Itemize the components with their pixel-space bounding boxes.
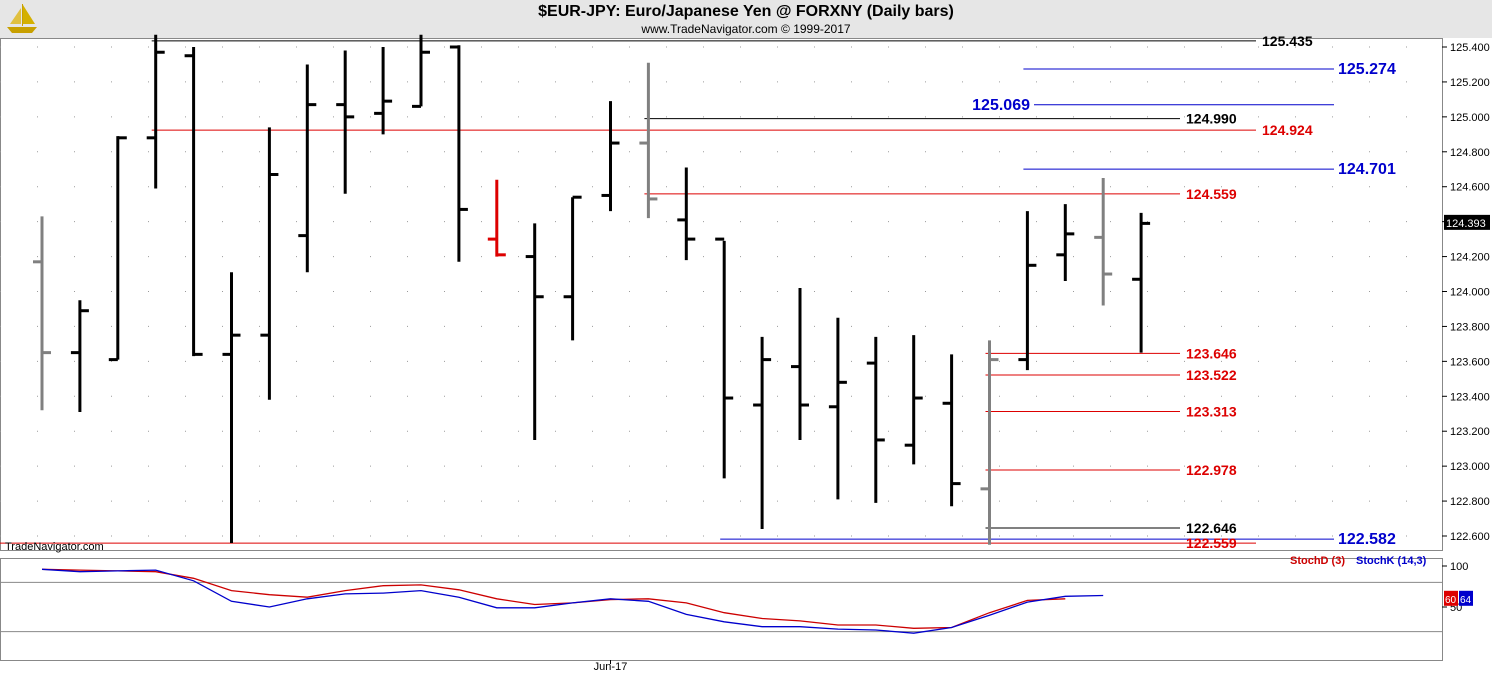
y-tick-label: 125.200 (1450, 77, 1490, 89)
level-label: 125.435 (1262, 33, 1313, 49)
price-bar (108, 136, 127, 362)
sailboat-logo (7, 4, 37, 33)
y-tick-label: 124.800 (1450, 147, 1490, 159)
y-tick-label: 123.800 (1450, 321, 1490, 333)
y-tick-label: 124.000 (1450, 287, 1490, 299)
price-bar (639, 62, 658, 219)
chart-subtitle: www.TradeNavigator.com © 1999-2017 (641, 22, 851, 36)
price-bar (336, 50, 355, 194)
price-bar (70, 300, 89, 413)
price-bar (146, 34, 165, 189)
y-tick-label: 122.800 (1450, 496, 1490, 508)
price-bar (1132, 212, 1151, 353)
stoch-series-line (41, 568, 1104, 634)
price-bar (828, 317, 847, 500)
stoch-last-d-badge (1444, 590, 1458, 606)
price-bar (677, 167, 696, 261)
level-label: 123.313 (1186, 403, 1237, 419)
y-tick-label: 123.000 (1450, 461, 1490, 473)
y-tick-label: 125.400 (1450, 42, 1490, 54)
price-bar (260, 127, 279, 400)
level-label: 122.978 (1186, 462, 1237, 478)
level-label: 122.646 (1186, 520, 1237, 536)
level-label: 124.924 (1262, 122, 1313, 138)
price-bar (904, 335, 923, 465)
price-bar (980, 340, 999, 545)
stoch-last-k-label: 64 (1460, 595, 1472, 606)
y-tick-label: 123.200 (1450, 426, 1490, 438)
x-tick-label: Jun-17 (594, 661, 628, 673)
y-tick-label: 123.600 (1450, 356, 1490, 368)
stoch-legend-k: StochK (14,3) (1356, 555, 1427, 567)
price-bar (184, 47, 203, 357)
stoch-series-line (41, 568, 1066, 629)
chart-title: $EUR-JPY: Euro/Japanese Yen @ FORXNY (Da… (538, 3, 954, 20)
y-tick-label: 124.600 (1450, 182, 1490, 194)
last-price-label: 124.393 (1446, 218, 1486, 230)
y-tick-label: 122.600 (1450, 531, 1490, 543)
stoch-panel-border (0, 558, 1443, 661)
y-tick-label: 124.200 (1450, 252, 1490, 264)
stoch-last-d-label: 60 (1445, 595, 1457, 606)
level-label: 123.646 (1186, 345, 1237, 361)
level-label: 122.582 (1338, 531, 1396, 548)
stoch-last-k-badge (1459, 590, 1473, 606)
price-bar (525, 223, 544, 440)
level-label: 122.559 (1186, 535, 1237, 551)
watermark: TradeNavigator.com (5, 541, 104, 553)
price-bar (222, 272, 241, 543)
level-label: 125.069 (972, 97, 1030, 114)
price-bar (601, 101, 620, 212)
level-label: 123.522 (1186, 367, 1237, 383)
price-bar (487, 179, 506, 257)
price-bar (715, 237, 734, 479)
price-bar (412, 34, 430, 108)
price-bar (1018, 211, 1037, 371)
price-bar (33, 216, 51, 411)
price-bar (753, 336, 772, 530)
y-tick-label: 123.400 (1450, 391, 1490, 403)
price-bar (374, 47, 393, 135)
price-bar (1056, 204, 1075, 282)
y-tick-label: 125.000 (1450, 112, 1490, 124)
chart-header (0, 0, 1492, 38)
level-label: 125.274 (1338, 61, 1396, 78)
price-bar (298, 64, 317, 273)
level-label: 124.701 (1338, 161, 1396, 178)
last-price-badge (1444, 214, 1490, 230)
stoch-legend-d: StochD (3) (1290, 555, 1345, 567)
price-bar (791, 288, 809, 440)
stoch-tick-label: 100 (1450, 561, 1468, 573)
level-label: 124.559 (1186, 186, 1237, 202)
price-bar (942, 354, 961, 507)
price-bar (866, 336, 885, 503)
price-panel-border (0, 38, 1443, 551)
level-label: 124.990 (1186, 111, 1237, 127)
price-bar (449, 45, 468, 262)
price-bar (563, 195, 582, 341)
price-bar (1094, 177, 1113, 306)
